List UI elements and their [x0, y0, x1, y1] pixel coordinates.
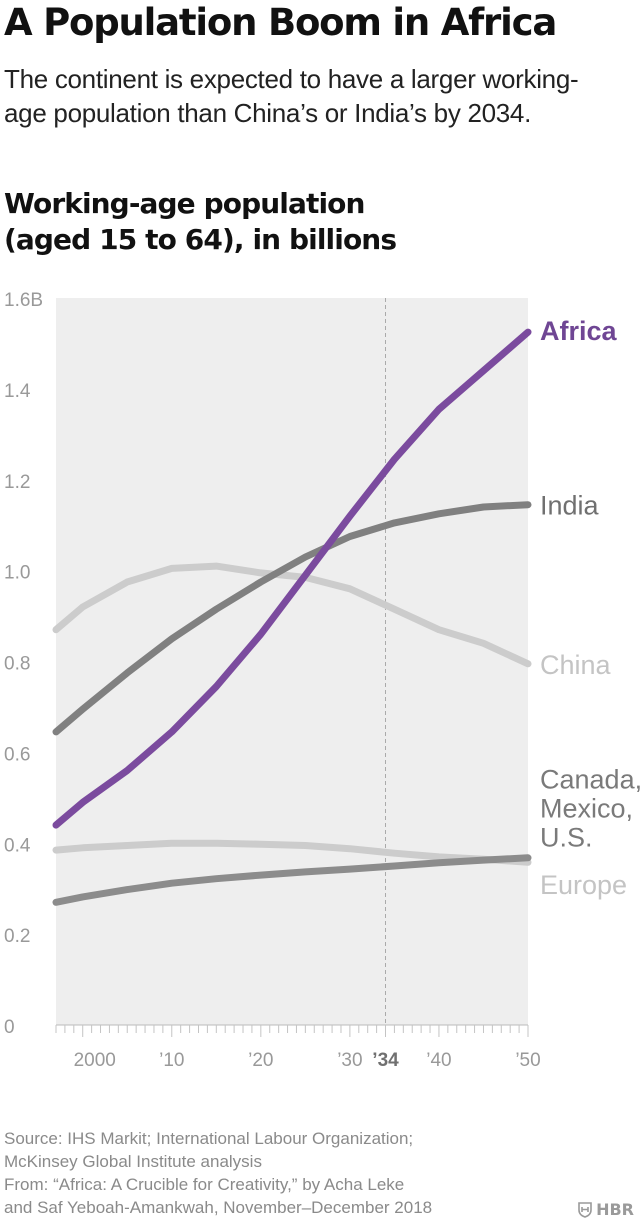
source-line: Source: IHS Markit; International Labour…	[4, 1129, 414, 1148]
series-label: Europe	[540, 870, 627, 900]
logo-text: HBR	[596, 1200, 634, 1219]
series-line	[52, 839, 532, 866]
x-tick-label: 2000	[74, 1050, 116, 1071]
series-label: U.S.	[540, 823, 593, 853]
series-label: China	[540, 650, 612, 680]
y-tick-label: 1.0	[4, 563, 30, 584]
line-chart: 0 0.2 0.4 0.6 0.8 1.0 1.2 1.4 1.6B 2000 ’10 ’20 ’30 ’…	[4, 290, 640, 1071]
shield-icon	[578, 1201, 592, 1218]
x-tick-label: ’50	[515, 1050, 540, 1071]
chart-title-line: (aged 15 to 64), in billions	[4, 223, 397, 256]
y-tick-label: 0	[4, 1017, 15, 1038]
series-label: Mexico,	[540, 794, 633, 824]
x-tick-label: ’40	[426, 1050, 451, 1071]
x-tick-label: ’30	[337, 1050, 362, 1071]
series-line	[52, 328, 532, 829]
y-tick-label: 1.6B	[4, 290, 43, 311]
series-line	[52, 562, 532, 668]
y-tick-label: 0.8	[4, 654, 30, 675]
series-label: Africa	[540, 316, 618, 346]
series-label: India	[540, 491, 600, 521]
source-line: and Saf Yeboah-Amankwah, November–Decemb…	[4, 1198, 433, 1217]
x-tick-label: ’20	[248, 1050, 273, 1071]
subhead: The continent is expected to have a larg…	[4, 62, 634, 130]
y-tick-label: 0.2	[4, 926, 30, 947]
series-line	[52, 854, 532, 906]
y-tick-label: 1.4	[4, 381, 31, 402]
source-line: McKinsey Global Institute analysis	[4, 1152, 262, 1171]
series-label: Canada,	[540, 765, 640, 795]
x-tick-label: ’34	[372, 1050, 399, 1071]
y-tick-label: 0.6	[4, 744, 30, 765]
chart-title: Working-age population (aged 15 to 64), …	[4, 186, 634, 258]
series-line	[52, 501, 532, 736]
y-tick-label: 0.4	[4, 835, 31, 856]
subhead-line: age population than China’s or India’s b…	[4, 98, 532, 128]
source-note: Source: IHS Markit; International Labour…	[4, 1127, 564, 1219]
x-tick-label: ’10	[159, 1050, 184, 1071]
plot-background	[56, 298, 528, 1025]
y-tick-label: 1.2	[4, 472, 30, 493]
chart-title-line: Working-age population	[4, 187, 365, 220]
headline: A Population Boom in Africa	[4, 1, 557, 44]
subhead-line: The continent is expected to have a larg…	[4, 64, 579, 94]
hbr-logo: HBR	[578, 1200, 634, 1219]
source-line: From: “Africa: A Crucible for Creativity…	[4, 1175, 405, 1194]
